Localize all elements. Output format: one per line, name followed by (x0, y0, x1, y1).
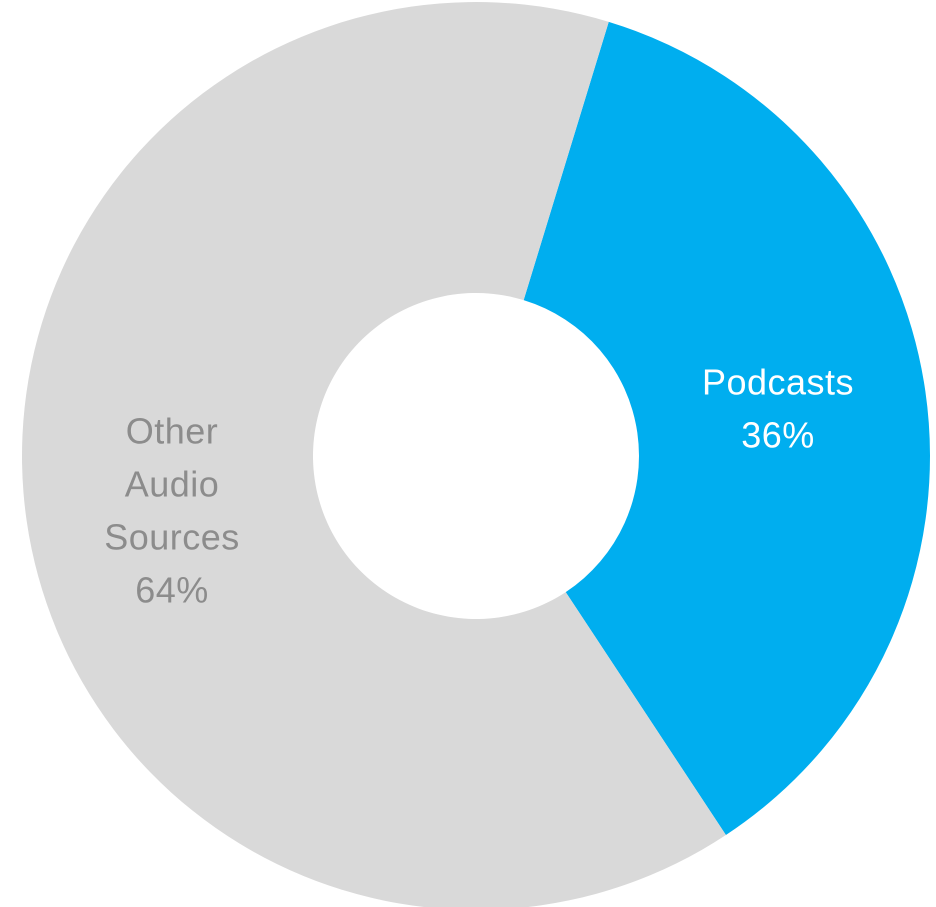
slice-percent-label: 64% (135, 570, 209, 611)
slice-name-label: Audio (125, 464, 220, 505)
slice-name-label: Podcasts (702, 362, 854, 403)
slice-label-0: Podcasts 36% (702, 362, 854, 456)
pie-slice-1 (22, 2, 726, 907)
slice-label-1: Other Audio Sources 64% (104, 411, 240, 611)
slice-name-label: Other (126, 411, 219, 452)
slice-name-label: Sources (104, 517, 240, 558)
pie-slice-0 (523, 21, 930, 836)
slice-percent-label: 36% (741, 415, 815, 456)
